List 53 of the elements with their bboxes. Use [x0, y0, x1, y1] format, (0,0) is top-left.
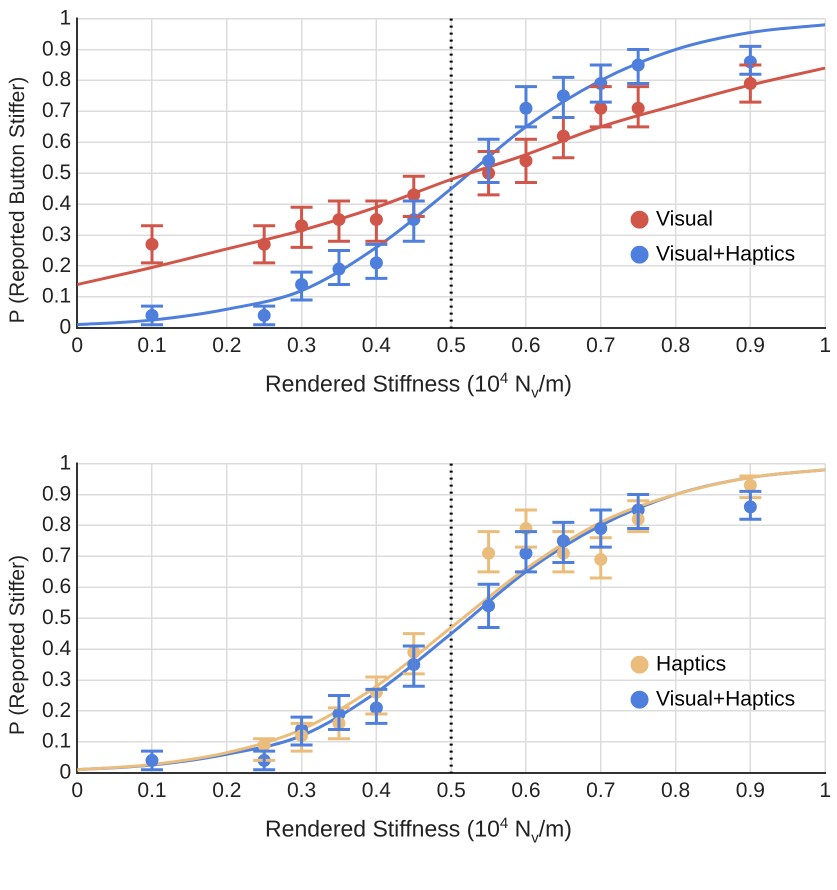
- x-tick-label: 0.5: [436, 334, 466, 358]
- line-series: [77, 66, 826, 286]
- y-tick-label: 0.3: [42, 222, 72, 246]
- x-axis-title: Rendered Stiffness (10$^{4}$ N$_{v}$/m): [264, 815, 573, 846]
- x-tick-label: 0.4: [362, 334, 392, 358]
- x-tick-label: 1: [819, 334, 832, 358]
- y-tick-label: 0.7: [42, 99, 72, 122]
- legend-label: Visual+Haptics: [656, 687, 796, 710]
- y-tick-label: 0: [60, 760, 72, 784]
- x-tick-label: 1: [819, 779, 832, 802]
- y-tick-label: 0.5: [42, 160, 72, 184]
- y-axis-title: P (Reported Stiffer): [6, 554, 30, 736]
- y-tick-label: 0.2: [42, 254, 72, 277]
- y-tick-label: 0.1: [42, 730, 72, 753]
- x-tick-label: 0.9: [736, 334, 765, 358]
- y-axis-title: P (Reported Button Stiffer): [6, 76, 30, 324]
- x-tick-label: 0.4: [362, 779, 392, 802]
- x-tick-label: 0.8: [660, 779, 690, 802]
- line-series: [77, 468, 826, 772]
- y-tick-label: 0.2: [42, 698, 72, 722]
- y-tick-label: 0.5: [42, 606, 72, 629]
- x-tick-label: 0.5: [436, 779, 466, 802]
- x-tick-label: 0.1: [137, 779, 167, 802]
- y-tick-label: 1: [60, 451, 72, 474]
- y-tick-label: 0.8: [42, 68, 72, 92]
- x-axis-title: Rendered Stiffness (10$^{4}$ N$_{v}$/m): [264, 370, 573, 402]
- x-tick-label: 0.1: [137, 334, 167, 358]
- legend-label: Haptics: [656, 652, 726, 676]
- y-tick-label: 0.6: [42, 130, 72, 154]
- y-tick-label: 0.6: [42, 575, 72, 598]
- y-tick-label: 1: [60, 6, 72, 30]
- y-tick-label: 0.9: [42, 37, 72, 60]
- y-tick-label: 0: [60, 316, 72, 339]
- y-tick-label: 0.4: [42, 636, 72, 660]
- y-tick-label: 0.7: [42, 544, 72, 568]
- x-tick-label: 0.3: [286, 334, 316, 358]
- y-tick-label: 0.1: [42, 284, 72, 308]
- x-tick-label: 0.6: [511, 779, 541, 802]
- y-tick-label: 0.9: [42, 482, 72, 506]
- x-tick-label: 0.7: [586, 334, 616, 358]
- line-series: [77, 23, 826, 326]
- x-tick-label: 0.8: [660, 334, 690, 358]
- x-tick-label: 0.6: [511, 334, 541, 358]
- y-tick-label: 0.4: [42, 192, 72, 215]
- y-tick-label: 0.3: [42, 668, 72, 691]
- y-tick-label: 0.8: [42, 513, 72, 536]
- x-tick-label: 0.7: [586, 779, 616, 802]
- x-tick-label: 0.2: [212, 334, 242, 358]
- legend-label: Visual+Haptics: [656, 242, 796, 266]
- x-tick-label: 0.9: [736, 779, 765, 802]
- x-tick-label: 0.2: [212, 779, 242, 802]
- x-tick-label: 0.3: [286, 779, 316, 802]
- legend-label: Visual: [656, 207, 713, 230]
